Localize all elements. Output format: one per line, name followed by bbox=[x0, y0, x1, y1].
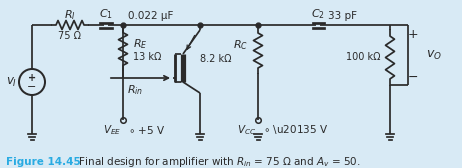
Text: Figure 14.45: Figure 14.45 bbox=[6, 157, 81, 167]
Text: $R_I$: $R_I$ bbox=[64, 8, 76, 22]
Text: −: − bbox=[408, 71, 418, 83]
Text: 100 kΩ: 100 kΩ bbox=[346, 52, 380, 62]
Text: $V_{CC}$: $V_{CC}$ bbox=[237, 123, 256, 137]
Text: $\circ$ \u20135 V: $\circ$ \u20135 V bbox=[263, 123, 328, 136]
Text: $V_{EE}$: $V_{EE}$ bbox=[103, 123, 121, 137]
Text: $C_2$: $C_2$ bbox=[311, 7, 325, 21]
Text: $C_1$: $C_1$ bbox=[99, 7, 113, 21]
Text: +: + bbox=[28, 73, 36, 83]
Text: +: + bbox=[407, 29, 418, 41]
Text: 33 pF: 33 pF bbox=[328, 11, 357, 21]
Text: Final design for amplifier with $R_{in}$ = 75 Ω and $A_v$ = 50.: Final design for amplifier with $R_{in}$… bbox=[72, 155, 361, 168]
Text: −: − bbox=[27, 82, 36, 92]
Text: 0.022 μF: 0.022 μF bbox=[128, 11, 173, 21]
Text: $R_E$: $R_E$ bbox=[133, 37, 147, 51]
Text: $R_{in}$: $R_{in}$ bbox=[127, 83, 143, 97]
Text: 13 kΩ: 13 kΩ bbox=[133, 52, 161, 62]
Text: 8.2 kΩ: 8.2 kΩ bbox=[201, 53, 232, 64]
Text: $v_O$: $v_O$ bbox=[426, 48, 442, 61]
Text: $\circ$ +5 V: $\circ$ +5 V bbox=[128, 124, 165, 136]
Text: 75 Ω: 75 Ω bbox=[59, 31, 81, 41]
Text: $R_C$: $R_C$ bbox=[233, 39, 248, 52]
Text: $v_I$: $v_I$ bbox=[6, 75, 18, 89]
